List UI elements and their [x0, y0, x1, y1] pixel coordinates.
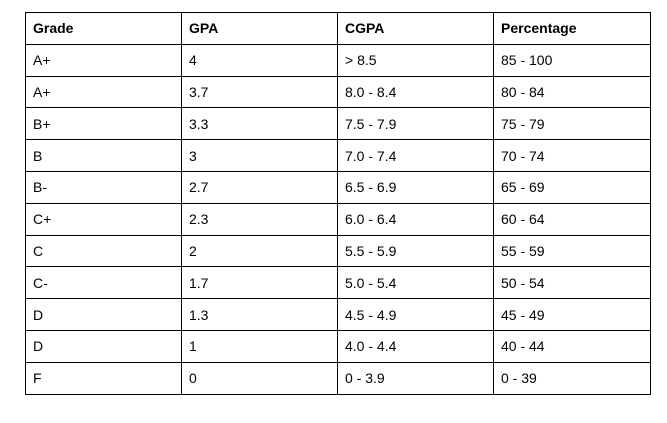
cell-gpa: 3.7: [181, 75, 338, 109]
cell-grade: A+: [25, 43, 182, 77]
cell-percentage: 55 - 59: [493, 234, 651, 268]
table-row: C+ 2.3 6.0 - 6.4 60 - 64: [25, 202, 651, 236]
cell-cgpa: 7.0 - 7.4: [337, 139, 494, 172]
cell-gpa: 2.7: [181, 170, 338, 204]
cell-cgpa: 4.0 - 4.4: [337, 329, 494, 363]
cell-grade: B-: [25, 170, 182, 204]
table-row: B- 2.7 6.5 - 6.9 65 - 69: [25, 170, 651, 204]
header-gpa: GPA: [181, 12, 338, 45]
cell-cgpa: 8.0 - 8.4: [337, 75, 494, 109]
table-row: A+ 4 > 8.5 85 - 100: [25, 43, 651, 77]
cell-percentage: 80 - 84: [493, 75, 651, 109]
cell-percentage: 70 - 74: [493, 139, 651, 172]
cell-percentage: 65 - 69: [493, 170, 651, 204]
cell-percentage: 45 - 49: [493, 298, 651, 331]
table-row: B+ 3.3 7.5 - 7.9 75 - 79: [25, 107, 651, 141]
cell-grade: D: [25, 298, 182, 331]
table-body: A+ 4 > 8.5 85 - 100 A+ 3.7 8.0 - 8.4 80 …: [25, 43, 651, 395]
cell-cgpa: 0 - 3.9: [337, 361, 494, 395]
table-row: D 1.3 4.5 - 4.9 45 - 49: [25, 298, 651, 331]
table-row: C- 1.7 5.0 - 5.4 50 - 54: [25, 266, 651, 300]
cell-gpa: 1.3: [181, 298, 338, 331]
cell-cgpa: 7.5 - 7.9: [337, 107, 494, 141]
cell-cgpa: 6.5 - 6.9: [337, 170, 494, 204]
header-row: Grade GPA CGPA Percentage: [25, 12, 651, 45]
cell-grade: C-: [25, 266, 182, 300]
cell-cgpa: > 8.5: [337, 43, 494, 77]
grade-table: Grade GPA CGPA Percentage A+ 4 > 8.5 85 …: [25, 12, 651, 395]
header-cgpa: CGPA: [337, 12, 494, 45]
header-percentage: Percentage: [493, 12, 651, 45]
header-grade: Grade: [25, 12, 182, 45]
cell-cgpa: 4.5 - 4.9: [337, 298, 494, 331]
cell-percentage: 85 - 100: [493, 43, 651, 77]
table-row: F 0 0 - 3.9 0 - 39: [25, 361, 651, 395]
cell-percentage: 75 - 79: [493, 107, 651, 141]
cell-gpa: 1: [181, 329, 338, 363]
cell-percentage: 50 - 54: [493, 266, 651, 300]
cell-gpa: 3.3: [181, 107, 338, 141]
cell-grade: F: [25, 361, 182, 395]
cell-grade: C: [25, 234, 182, 268]
cell-gpa: 2: [181, 234, 338, 268]
table-row: A+ 3.7 8.0 - 8.4 80 - 84: [25, 75, 651, 109]
cell-gpa: 0: [181, 361, 338, 395]
cell-grade: A+: [25, 75, 182, 109]
table-row: C 2 5.5 - 5.9 55 - 59: [25, 234, 651, 268]
cell-percentage: 0 - 39: [493, 361, 651, 395]
cell-gpa: 1.7: [181, 266, 338, 300]
cell-percentage: 40 - 44: [493, 329, 651, 363]
cell-gpa: 2.3: [181, 202, 338, 236]
cell-grade: B+: [25, 107, 182, 141]
cell-cgpa: 6.0 - 6.4: [337, 202, 494, 236]
cell-percentage: 60 - 64: [493, 202, 651, 236]
table-row: D 1 4.0 - 4.4 40 - 44: [25, 329, 651, 363]
cell-cgpa: 5.0 - 5.4: [337, 266, 494, 300]
cell-grade: C+: [25, 202, 182, 236]
cell-cgpa: 5.5 - 5.9: [337, 234, 494, 268]
cell-grade: B: [25, 139, 182, 172]
cell-grade: D: [25, 329, 182, 363]
cell-gpa: 3: [181, 139, 338, 172]
cell-gpa: 4: [181, 43, 338, 77]
table-header: Grade GPA CGPA Percentage: [25, 12, 651, 45]
table-row: B 3 7.0 - 7.4 70 - 74: [25, 139, 651, 172]
